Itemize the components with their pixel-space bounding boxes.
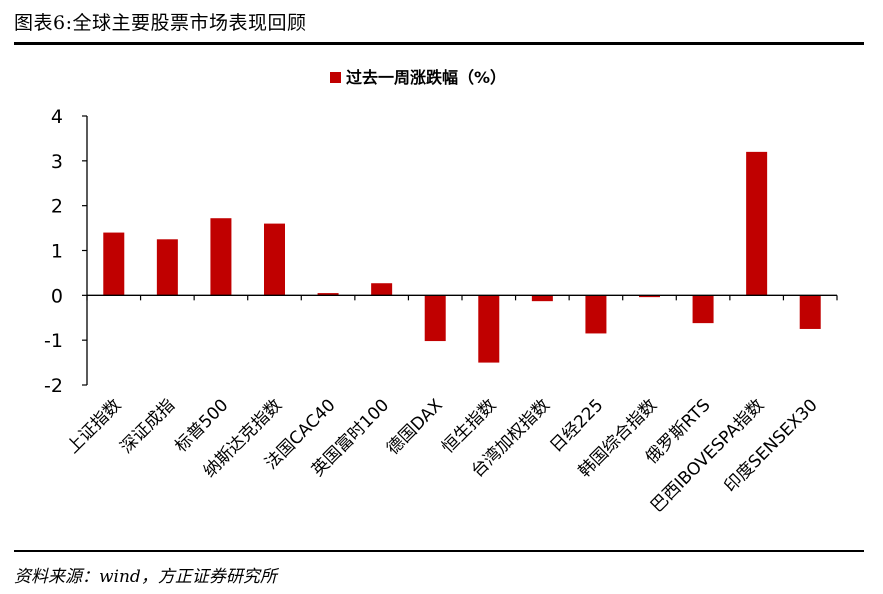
y-axis: 4 3 2 1 0 -1 -2 [44,106,88,397]
y-tick-label: 1 [51,241,63,263]
x-tick-label: 上证指数 [63,395,125,457]
chart-legend: 过去一周涨跌幅（%） [330,68,506,87]
y-tick-label: -2 [44,375,63,397]
bar [692,295,714,324]
bar [424,295,446,342]
top-rule [14,42,864,45]
bar [210,218,232,296]
bar [531,295,553,302]
x-axis [86,294,838,301]
x-tick-label: 德国DAX [383,395,447,459]
bar [585,295,607,334]
bar [317,293,339,296]
y-tick-label: -1 [44,330,63,352]
bar [478,295,500,363]
bottom-rule [14,550,864,552]
y-tick-label: 2 [51,196,63,218]
legend-swatch [330,72,341,83]
x-tick-labels: 上证指数深证成指标普500纳斯达克指数法国CAC40英国富时100德国DAX恒生… [63,395,822,516]
bar [799,295,821,329]
bars [103,151,821,363]
figure-title: 图表6:全球主要股票市场表现回顾 [14,12,307,34]
bar [371,283,393,296]
bar [639,295,660,298]
legend-label: 过去一周涨跌幅（%） [346,68,506,87]
y-tick-label: 4 [51,106,63,128]
bar [103,232,125,296]
bar-chart: 过去一周涨跌幅（%） 4 3 2 1 0 -1 -2 上证指数深证成指标普500纳斯达克指数… [44,68,838,517]
x-tick-label: 印度SENSEX30 [721,395,822,496]
x-tick-label: 深证成指 [117,395,179,457]
y-tick-label: 3 [51,151,63,173]
bar [746,151,768,296]
bar [264,223,285,296]
bar [156,239,178,296]
source-note: 资料来源：wind，方正证券研究所 [14,567,277,587]
y-tick-label: 0 [51,285,63,307]
